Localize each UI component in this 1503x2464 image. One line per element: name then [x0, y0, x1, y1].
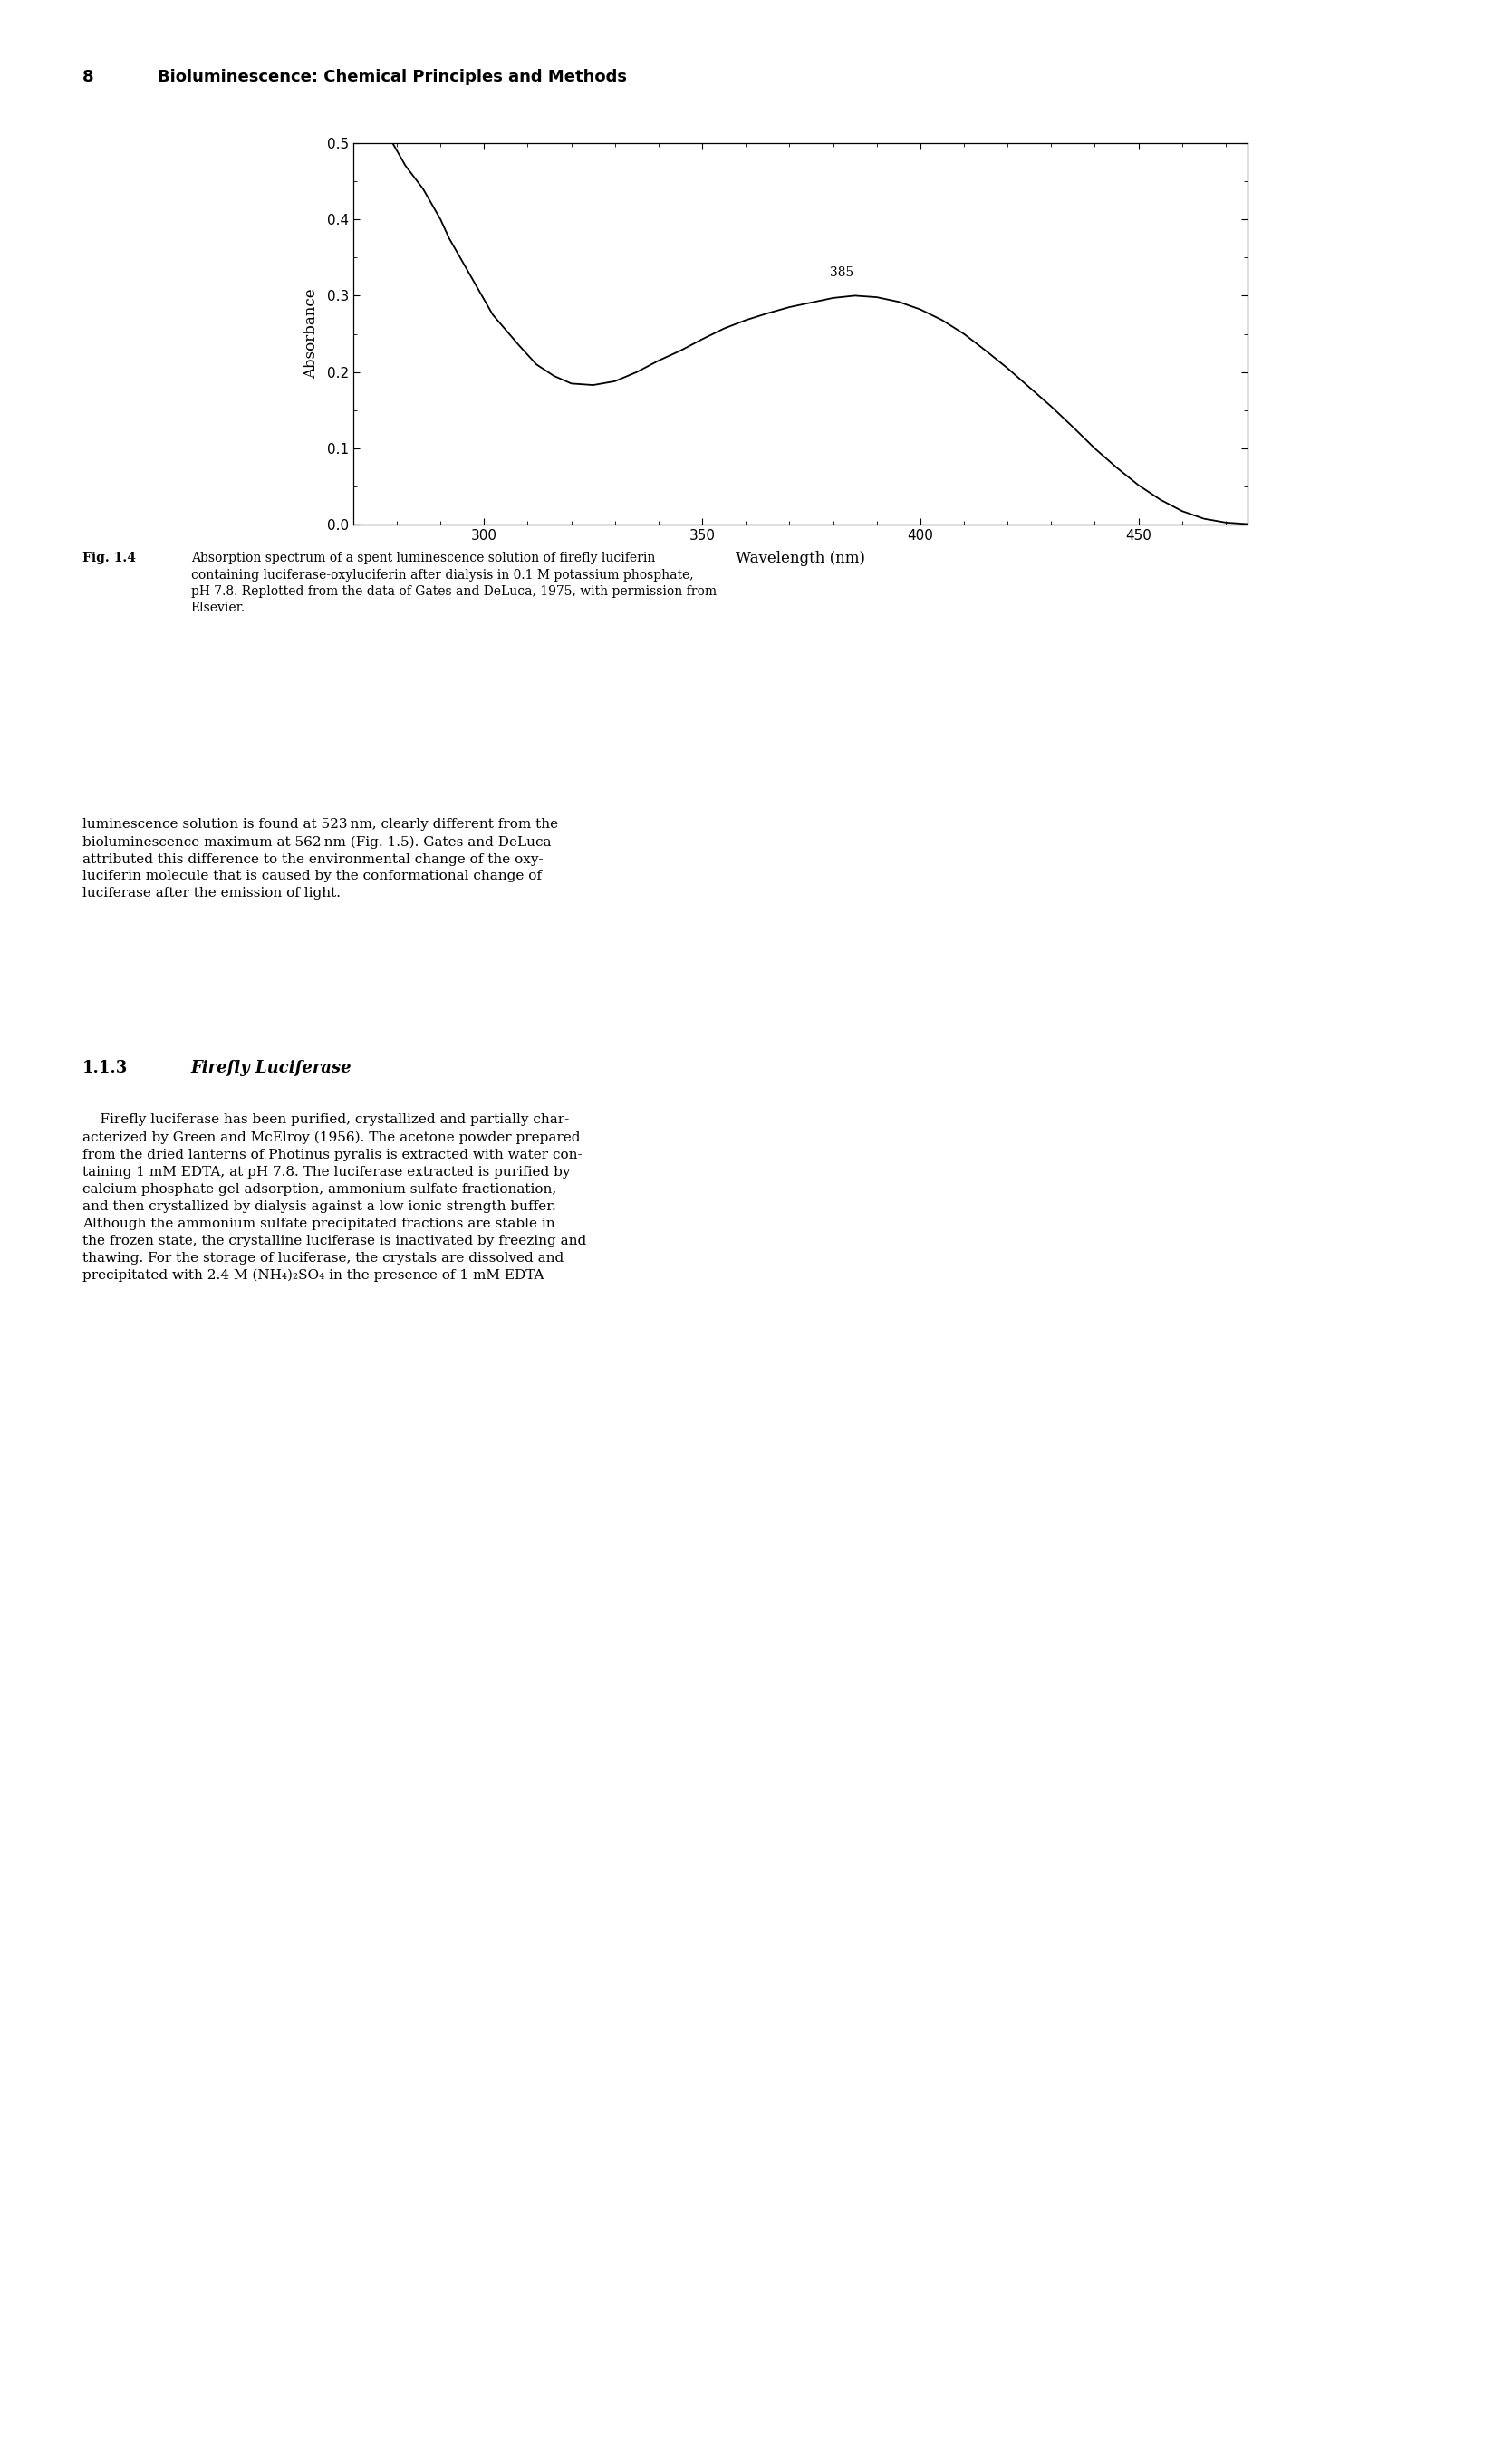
Y-axis label: Absorbance: Absorbance	[304, 288, 319, 379]
Text: 8: 8	[83, 69, 95, 86]
Text: 1.1.3: 1.1.3	[83, 1060, 128, 1077]
Text: luminescence solution is found at 523 nm, clearly different from the
bioluminesc: luminescence solution is found at 523 nm…	[83, 818, 559, 899]
Text: Absorption spectrum of a spent luminescence solution of firefly luciferin
contai: Absorption spectrum of a spent luminesce…	[191, 552, 717, 614]
X-axis label: Wavelength (nm): Wavelength (nm)	[735, 549, 866, 567]
Text: Fig. 1.4: Fig. 1.4	[83, 552, 137, 564]
Text: Firefly Luciferase: Firefly Luciferase	[191, 1060, 352, 1077]
Text: Bioluminescence: Chemical Principles and Methods: Bioluminescence: Chemical Principles and…	[158, 69, 627, 86]
Text: 385: 385	[830, 266, 854, 278]
Text: Firefly luciferase has been purified, crystallized and partially char-
acterized: Firefly luciferase has been purified, cr…	[83, 1114, 586, 1281]
